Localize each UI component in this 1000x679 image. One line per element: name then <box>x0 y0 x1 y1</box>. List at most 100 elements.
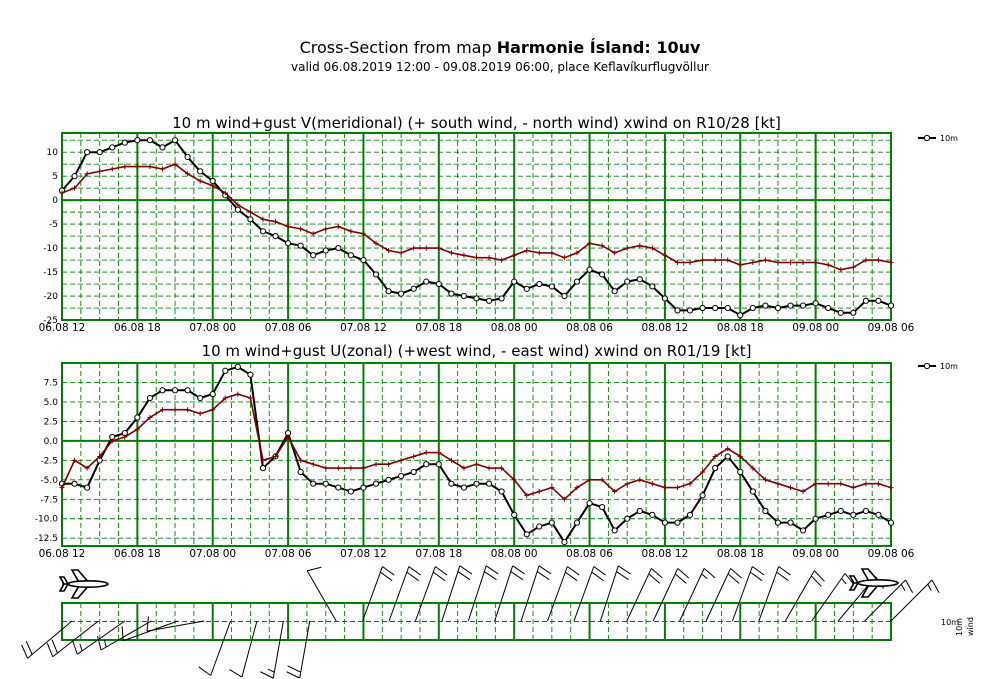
wind-barb-feather <box>287 665 301 673</box>
wind-barb-staff <box>652 568 679 622</box>
wind-barb-staff <box>573 566 595 622</box>
data-point-gust <box>762 477 768 483</box>
wind-barb-feather <box>677 568 690 579</box>
data-point-gust <box>524 492 530 498</box>
y-tick-label: -2.5 <box>40 456 58 466</box>
data-point-gust <box>285 434 291 440</box>
airplane-fuselage <box>857 578 899 588</box>
y-tick-label: 7.5 <box>44 378 58 388</box>
data-point-main <box>774 304 782 312</box>
x-tick-label: 09.08 00 <box>792 548 839 560</box>
data-point-main <box>799 527 807 534</box>
x-tick-label: 06.08 12 <box>39 322 86 334</box>
data-point-main <box>197 394 204 402</box>
data-point-gust <box>700 257 706 263</box>
data-point-gust <box>863 257 869 263</box>
data-point-main <box>84 149 91 156</box>
wind-barb-staff <box>306 570 337 622</box>
data-point-gust <box>499 465 505 471</box>
wind-barb-staff <box>52 620 99 658</box>
data-point-gust <box>850 485 856 491</box>
x-tick-label: 07.08 00 <box>189 322 236 334</box>
data-point-main <box>159 144 166 151</box>
data-point-gust <box>398 457 404 463</box>
data-point-gust <box>273 219 279 225</box>
data-point-main <box>423 278 430 285</box>
data-point-gust <box>59 190 65 196</box>
data-point-gust <box>800 259 806 265</box>
wind-barb-staff <box>210 620 231 676</box>
data-point-main <box>674 519 681 526</box>
data-point-main <box>310 252 317 259</box>
wind-barb <box>286 620 311 679</box>
data-point-main <box>573 519 581 526</box>
wind-barb-feather <box>538 565 552 575</box>
data-point-gust <box>310 231 316 237</box>
wind-barb <box>467 565 499 622</box>
data-point-main <box>511 278 518 285</box>
data-point-main <box>297 242 304 249</box>
data-point-gust <box>109 166 115 172</box>
wind-barb <box>573 566 606 622</box>
data-point-main <box>335 244 342 252</box>
data-point-main <box>259 465 267 472</box>
data-point-gust <box>536 250 542 256</box>
data-point-main <box>586 266 593 273</box>
data-point-main <box>561 539 568 546</box>
x-tick-label: 08.08 12 <box>642 322 689 334</box>
wind-barb <box>388 566 421 622</box>
data-point-main <box>649 511 656 518</box>
wind-barb-half-feather <box>701 573 708 580</box>
wind-barb-half-feather <box>927 583 932 591</box>
wind-barb-feather <box>25 640 33 655</box>
y-tick-label: -12.5 <box>35 534 58 544</box>
data-point-main <box>887 302 895 309</box>
data-point-gust <box>159 407 165 413</box>
x-tick-label: 06.08 12 <box>39 548 86 560</box>
wind-barb <box>864 579 914 622</box>
data-point-gust <box>448 250 454 256</box>
data-point-main <box>636 507 643 515</box>
data-point-gust <box>122 434 128 440</box>
data-point-gust <box>109 438 115 444</box>
data-point-main <box>875 511 882 518</box>
data-point-gust <box>599 477 605 483</box>
x-tick-label: 08.08 12 <box>642 548 689 560</box>
x-tick-label: 07.08 06 <box>265 322 312 334</box>
data-point-main <box>247 371 254 378</box>
x-tick-label: 07.08 12 <box>340 548 387 560</box>
data-point-gust <box>813 259 819 265</box>
wind-barb <box>732 566 765 622</box>
data-point-main <box>448 480 455 487</box>
data-point-gust <box>298 457 304 463</box>
data-point-main <box>184 153 191 161</box>
wind-barb <box>146 616 205 632</box>
data-point-gust <box>247 395 253 401</box>
wind-barb-feather <box>198 666 211 676</box>
data-point-main <box>96 149 103 156</box>
data-point-gust <box>210 183 216 189</box>
data-point-gust <box>599 243 605 249</box>
data-point-main <box>234 206 241 213</box>
data-point-main <box>171 387 179 394</box>
wind-barb-staff <box>520 565 540 622</box>
data-point-main <box>686 307 694 314</box>
x-tick-label: 06.08 18 <box>114 548 161 560</box>
wind-barb-feather <box>618 565 631 575</box>
data-point-main <box>347 252 354 259</box>
data-point-gust <box>587 240 593 246</box>
data-point-gust <box>549 485 555 491</box>
data-point-main <box>837 507 844 515</box>
data-point-gust <box>84 465 90 471</box>
data-point-gust <box>649 245 655 251</box>
wind-barb-feather <box>512 565 525 575</box>
data-point-gust <box>788 485 794 491</box>
data-point-main <box>536 523 543 530</box>
data-point-main <box>259 228 267 235</box>
data-point-gust <box>762 257 768 263</box>
data-point-gust <box>875 481 881 487</box>
data-point-gust <box>273 453 279 459</box>
data-point-main <box>171 137 179 144</box>
data-point-main <box>335 484 342 491</box>
wind-barb-staff <box>100 620 152 651</box>
